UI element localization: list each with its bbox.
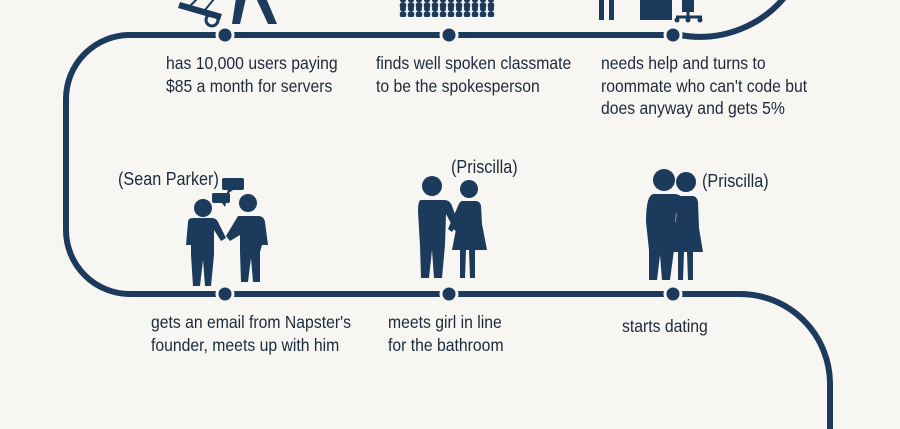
audience-member-body [471, 12, 479, 17]
milestone-4-caption: gets an email from Napster's founder, me… [151, 312, 351, 355]
audience-member-body [431, 12, 439, 17]
audience-member-body [407, 12, 415, 17]
audience-member-body [423, 12, 431, 17]
audience-member-head [448, 0, 454, 3]
audience-member-head [432, 6, 438, 12]
person-label-sean-parker: (Sean Parker) [118, 169, 219, 189]
timeline-path [63, 32, 833, 429]
audience-member-body [447, 12, 455, 17]
audience-member-head [480, 0, 486, 3]
person-label-priscilla: (Priscilla) [451, 157, 518, 177]
audience-member-head [488, 0, 494, 3]
timeline-dot-2 [439, 25, 459, 45]
audience-member-body [455, 12, 463, 17]
person-label-priscilla-2: (Priscilla) [702, 171, 769, 191]
timeline-path-top [225, 0, 786, 40]
audience-member-head [400, 6, 406, 12]
couple-holding-hands-icon [418, 176, 487, 278]
audience-member-head [400, 0, 406, 3]
computer-cart-icon [178, 0, 277, 28]
audience-member-head [488, 6, 494, 12]
milestone-6-caption: starts dating [622, 316, 708, 336]
audience-member-head [472, 0, 478, 3]
timeline-dot-5 [439, 284, 459, 304]
audience-member-head [416, 6, 422, 12]
milestone-5-caption: meets girl in line for the bathroom [388, 312, 504, 355]
couple-hugging-icon [646, 169, 703, 280]
audience-member-body [479, 12, 487, 17]
audience-member-head [448, 6, 454, 12]
timeline-dot-4 [215, 284, 235, 304]
audience-member-head [440, 6, 446, 12]
timeline-dot-3 [663, 25, 683, 45]
audience-member-head [408, 0, 414, 3]
audience-member-head [424, 0, 430, 3]
audience-member-body [487, 12, 495, 17]
milestone-2-caption: finds well spoken classmate to be the sp… [376, 53, 572, 96]
audience-member-head [432, 0, 438, 3]
desk-chair-icon [599, 0, 703, 23]
audience-member-head [408, 6, 414, 12]
audience-member-head [456, 0, 462, 3]
timeline-dot-1 [215, 25, 235, 45]
milestone-1-caption: has 10,000 users paying $85 a month for … [166, 53, 338, 96]
audience-member-head [464, 0, 470, 3]
audience-member-head [464, 6, 470, 12]
audience-member-head [480, 6, 486, 12]
audience-member-body [463, 12, 471, 17]
handshake-people-icon [186, 178, 268, 286]
audience-member-body [399, 12, 407, 17]
audience-member-body [439, 12, 447, 17]
timeline-dot-6 [663, 284, 683, 304]
audience-member-body [415, 12, 423, 17]
audience-member-head [472, 6, 478, 12]
audience-member-head [456, 6, 462, 12]
audience-member-head [416, 0, 422, 3]
audience-member-head [440, 0, 446, 3]
milestone-3-caption: needs help and turns to roommate who can… [601, 53, 808, 118]
audience-icon [399, 0, 495, 17]
audience-member-head [424, 6, 430, 12]
